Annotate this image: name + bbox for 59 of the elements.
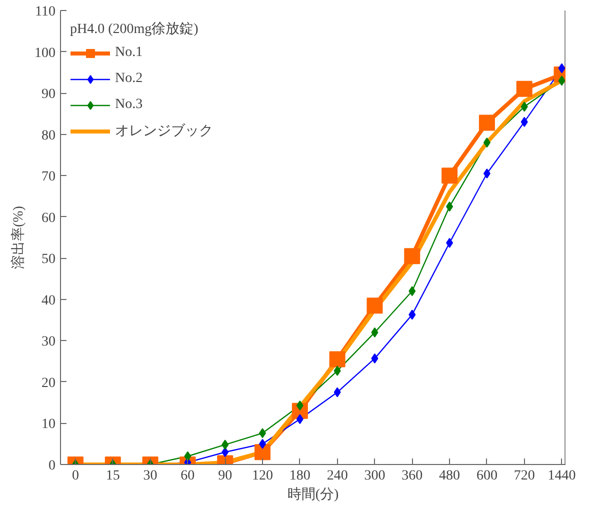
y-tick-label: 30: [42, 334, 56, 350]
x-tick-label: 480: [439, 468, 460, 484]
point: [516, 80, 532, 97]
legend-label: No.1: [115, 45, 143, 61]
point: [334, 366, 341, 376]
legend-label: No.2: [115, 71, 143, 87]
point: [483, 168, 490, 179]
point: [184, 451, 192, 462]
point: [366, 298, 383, 314]
point: [371, 353, 378, 364]
point: [296, 414, 304, 424]
x-axis-title: 時間(分): [287, 486, 339, 502]
point: [446, 238, 454, 248]
point: [254, 444, 270, 460]
y-tick-label: 20: [42, 376, 56, 391]
y-tick-label: 80: [42, 128, 56, 144]
x-tick-label: 120: [252, 468, 273, 484]
x-tick-label: 90: [218, 468, 232, 484]
x-tick-label: 180: [289, 468, 310, 484]
legend-label: No.3: [115, 97, 143, 113]
x-tick-label: 720: [514, 468, 535, 484]
point: [222, 440, 229, 450]
point: [404, 248, 420, 264]
y-tick-label: 40: [42, 293, 56, 308]
point: [329, 351, 346, 368]
point: [408, 286, 416, 296]
point: [520, 116, 528, 127]
point: [558, 76, 566, 86]
y-tick-label: 100: [34, 46, 56, 61]
x-tick-label: 60: [180, 468, 195, 484]
x-tick-label: 0: [72, 468, 79, 484]
y-tick-label: 0: [48, 458, 56, 474]
legend-label: オレンジブック: [115, 122, 213, 140]
y-tick-label: 10: [42, 417, 56, 432]
y-tick-label: 110: [35, 4, 56, 20]
point: [296, 400, 304, 410]
x-tick-label: 15: [106, 468, 120, 484]
y-tick-label: 50: [42, 252, 56, 268]
x-tick-label: 600: [476, 468, 498, 484]
x-tick-label: 30: [143, 468, 158, 484]
point: [478, 114, 495, 131]
point: [371, 327, 378, 338]
point: [483, 138, 490, 148]
point: [446, 202, 454, 212]
point: [408, 310, 416, 320]
y-tick-label: 60: [42, 210, 56, 226]
x-tick-label: 300: [364, 468, 386, 484]
legend-title: pH4.0 (200mg徐放錠): [70, 20, 200, 38]
x-tick-label: 360: [402, 468, 423, 484]
point: [334, 387, 341, 398]
x-tick-label: 1440: [548, 468, 576, 484]
point: [222, 447, 229, 458]
point: [558, 63, 566, 74]
y-tick-label: 90: [42, 87, 56, 102]
point: [520, 102, 528, 112]
x-tick-label: 240: [326, 468, 348, 484]
point: [442, 168, 458, 184]
y-axis-title: 溶出率(%): [10, 206, 26, 269]
y-tick-label: 70: [42, 170, 56, 185]
